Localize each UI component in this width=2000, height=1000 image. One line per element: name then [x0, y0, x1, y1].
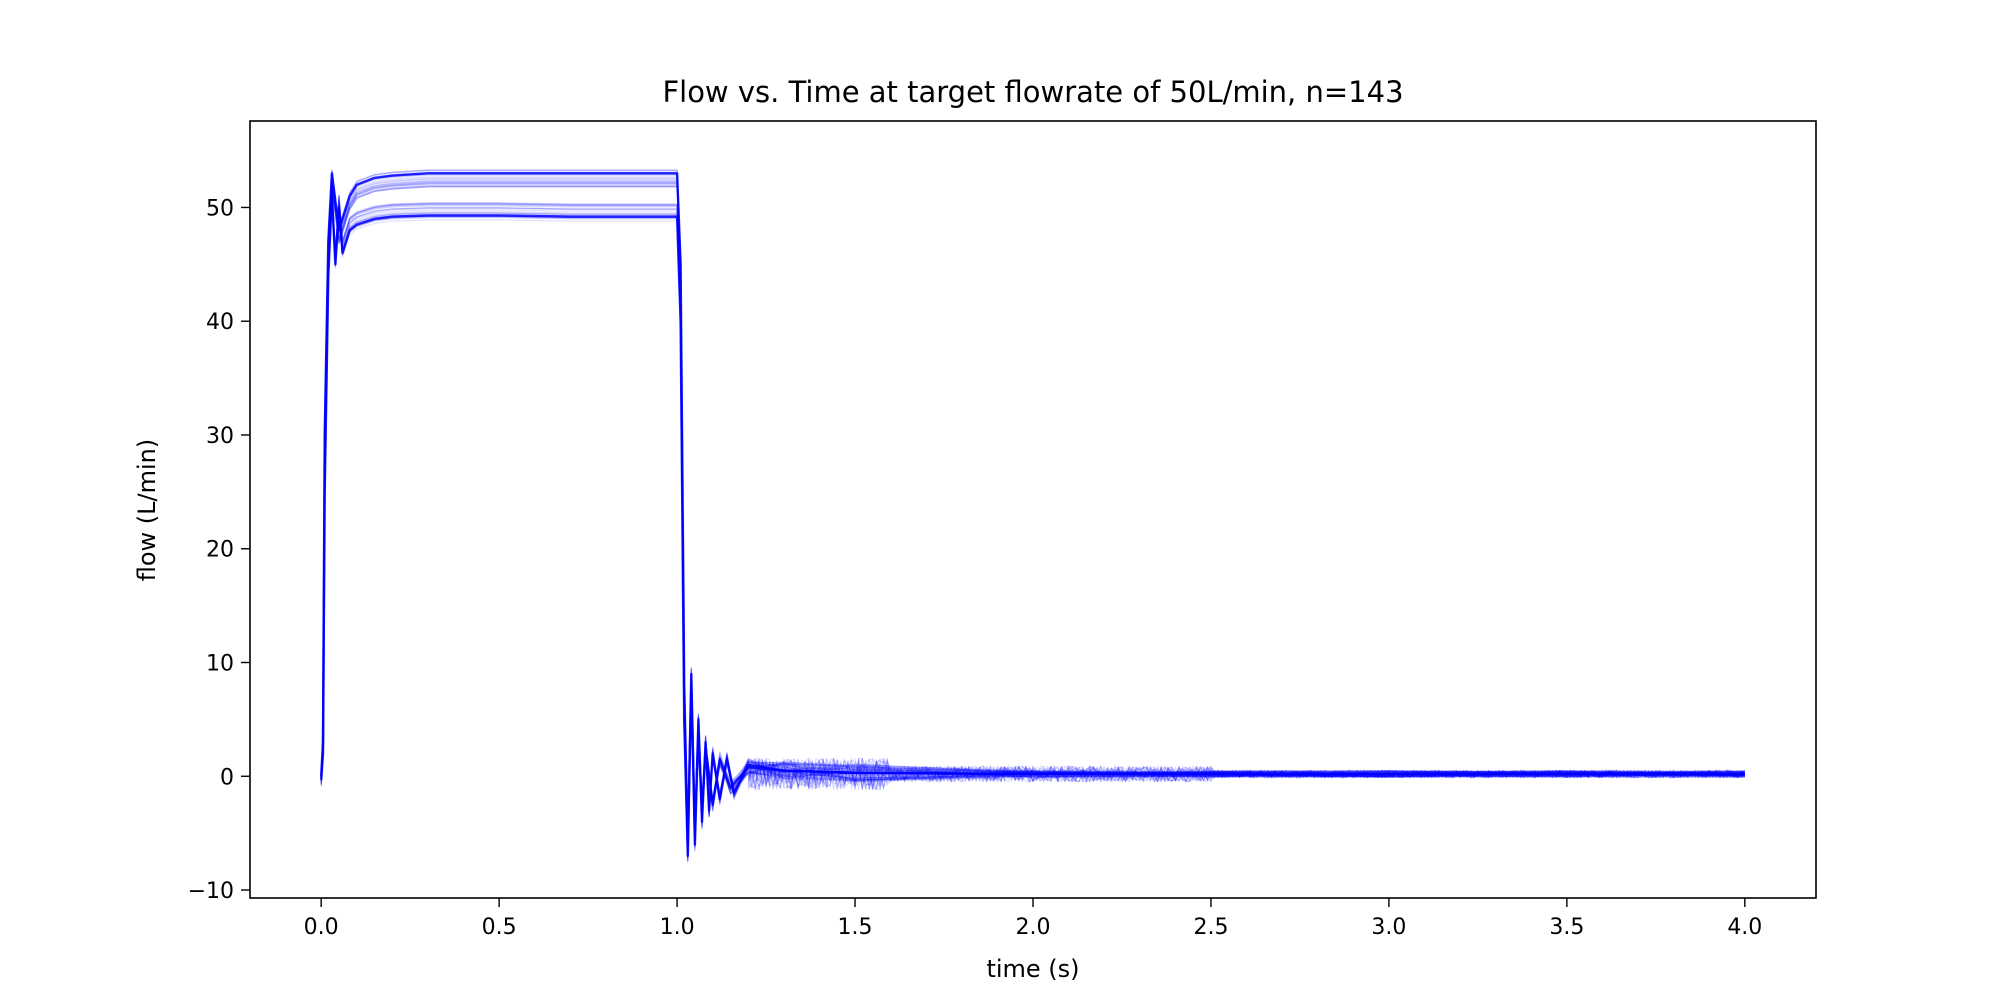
trace-line	[747, 757, 1745, 788]
trace-line	[747, 758, 1745, 791]
x-axis-label: time (s)	[986, 955, 1079, 983]
y-tick-label: 0	[220, 765, 234, 790]
plot-background	[250, 121, 1816, 898]
chart-title: Flow vs. Time at target flowrate of 50L/…	[662, 75, 1403, 109]
x-tick-label: 2.0	[1016, 915, 1051, 940]
y-axis-label: flow (L/min)	[133, 439, 161, 582]
trace-line	[747, 758, 1746, 790]
x-tick-label: 3.5	[1549, 915, 1584, 940]
y-tick-label: 40	[206, 310, 234, 335]
x-tick-label: 0.5	[482, 915, 517, 940]
x-tick-label: 0.0	[304, 915, 339, 940]
y-tick-label: 50	[206, 196, 234, 221]
y-ticks: −10 0 10 20 30 40 50	[188, 196, 250, 904]
y-tick-label: 10	[206, 652, 234, 677]
x-tick-label: 3.0	[1371, 915, 1406, 940]
trace-line	[747, 758, 1745, 790]
y-tick-label: −10	[188, 879, 234, 904]
y-tick-label: 20	[206, 538, 234, 563]
y-tick-label: 30	[206, 424, 234, 449]
trace-line	[747, 758, 1745, 790]
trace-line	[748, 757, 1746, 789]
trace-group	[320, 169, 1746, 864]
x-tick-label: 4.0	[1727, 915, 1762, 940]
trace-line	[747, 757, 1746, 790]
x-tick-label: 1.0	[660, 915, 695, 940]
x-ticks: 0.0 0.5 1.0 1.5 2.0 2.5 3.0 3.5 4.0	[304, 898, 1762, 940]
x-tick-label: 2.5	[1193, 915, 1228, 940]
trace-line	[320, 172, 1745, 846]
x-tick-label: 1.5	[838, 915, 873, 940]
trace-line	[747, 760, 1746, 791]
trace-line	[747, 758, 1746, 791]
